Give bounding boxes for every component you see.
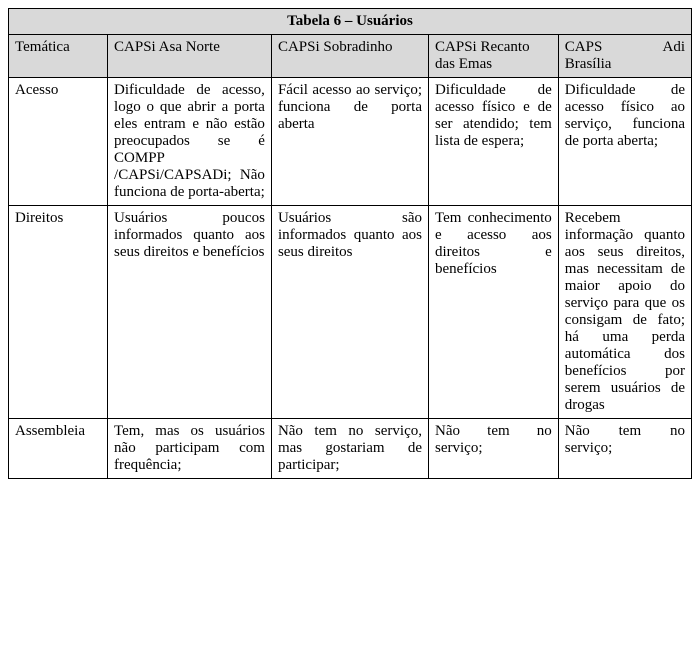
theme-cell: Acesso: [9, 78, 108, 206]
table-title: Tabela 6 – Usuários: [9, 9, 692, 35]
col-header-tematica: Temática: [9, 35, 108, 78]
theme-cell: Direitos: [9, 206, 108, 419]
cell-asa-norte: Dificuldade de acesso, logo o que abrir …: [108, 78, 272, 206]
cell-sobradinho: Não tem no serviço, mas gostariam de par…: [271, 419, 428, 479]
table-row: Direitos Usuários poucos informados quan…: [9, 206, 692, 419]
cell-adi-brasilia: Não tem no serviço;: [558, 419, 691, 479]
col-header-adi-brasilia: CAPS Adi Brasília: [558, 35, 691, 78]
cell-asa-norte: Tem, mas os usuários não participam com …: [108, 419, 272, 479]
theme-cell: Assembleia: [9, 419, 108, 479]
usuarios-table: Tabela 6 – Usuários Temática CAPSi Asa N…: [8, 8, 692, 479]
cell-sobradinho: Usuários são informados quanto aos seus …: [271, 206, 428, 419]
col-header-adi-part3: Brasília: [565, 56, 612, 72]
table-title-row: Tabela 6 – Usuários: [9, 9, 692, 35]
cell-recanto: Não tem no serviço;: [429, 419, 559, 479]
table-header-row: Temática CAPSi Asa Norte CAPSi Sobradinh…: [9, 35, 692, 78]
col-header-adi-part1: CAPS: [565, 39, 603, 56]
cell-adi-brasilia: Recebem informação quanto aos seus direi…: [558, 206, 691, 419]
table-row: Acesso Dificuldade de acesso, logo o que…: [9, 78, 692, 206]
cell-recanto: Dificuldade de acesso físico e de ser at…: [429, 78, 559, 206]
cell-asa-norte: Usuários poucos informados quanto aos se…: [108, 206, 272, 419]
cell-sobradinho: Fácil acesso ao serviço; funciona de por…: [271, 78, 428, 206]
col-header-adi-part2: Adi: [663, 39, 686, 56]
col-header-recanto: CAPSi Recanto das Emas: [429, 35, 559, 78]
col-header-asa-norte: CAPSi Asa Norte: [108, 35, 272, 78]
cell-adi-brasilia: Dificuldade de acesso físico ao serviço,…: [558, 78, 691, 206]
table-row: Assembleia Tem, mas os usuários não part…: [9, 419, 692, 479]
cell-recanto: Tem conhecimento e acesso aos direitos e…: [429, 206, 559, 419]
col-header-sobradinho: CAPSi Sobradinho: [271, 35, 428, 78]
